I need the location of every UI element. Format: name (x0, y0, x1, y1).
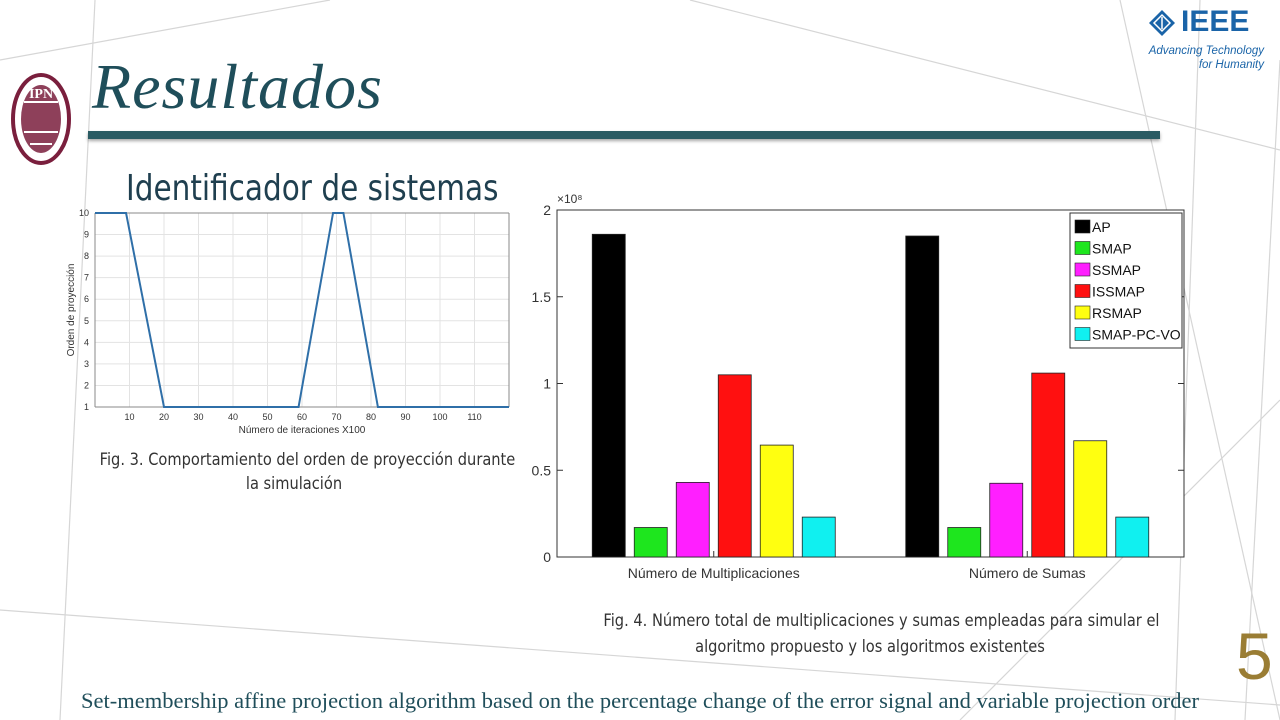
y-tick-label: 3 (84, 359, 89, 369)
x-axis-label: Número de iteraciones X100 (239, 425, 366, 436)
legend-label: SMAP (1092, 241, 1132, 257)
x-tick-label: 110 (467, 412, 481, 422)
legend-swatch (1074, 327, 1091, 341)
figure-3-caption-line1: Fig. 3. Comportamiento del orden de proy… (99, 450, 516, 470)
x-tick-label: 100 (432, 412, 447, 422)
bar-ap (591, 233, 626, 558)
legend-swatch (1074, 284, 1091, 298)
y-tick-label: 10 (79, 208, 89, 218)
bar-smap-pc-vo (801, 516, 836, 558)
figure-3-caption: Fig. 3. Comportamiento del orden de proy… (99, 448, 516, 496)
x-tick-label: 30 (193, 412, 203, 422)
ieee-diamond-icon (1149, 10, 1175, 36)
x-tick-label: 10 (124, 412, 134, 422)
y-tick-label: 9 (84, 230, 89, 240)
legend-swatch (1074, 241, 1091, 255)
bar-rsmap (759, 444, 794, 558)
slide-number: 5 (1236, 619, 1273, 693)
figure-3-caption-line2: la simulación (245, 474, 343, 494)
y-tick-label: 4 (84, 337, 89, 347)
bar-smap-pc-vo (1115, 516, 1150, 558)
y-axis-exponent: ×10⁸ (557, 192, 582, 206)
x-tick-label: 50 (262, 412, 272, 422)
figure-4-caption-line1: Fig. 4. Número total de multiplicaciones… (603, 611, 1160, 631)
legend-label: RSMAP (1092, 305, 1142, 321)
legend-box (1069, 212, 1183, 349)
slide-title: Resultados (92, 51, 383, 122)
y-tick-label: 8 (84, 251, 89, 261)
bar-smap (947, 527, 982, 558)
legend-swatch (1074, 305, 1091, 320)
bar-rsmap (1073, 440, 1108, 558)
ipn-logo-text: IPN (29, 87, 53, 102)
y-tick-label: 2 (543, 202, 551, 218)
ieee-wordmark: IEEE (1181, 5, 1250, 38)
x-tick-label: 40 (228, 412, 238, 422)
ipn-logo: IPN (11, 73, 71, 165)
x-tick-label: 80 (366, 412, 376, 422)
legend-label: SSMAP (1092, 262, 1141, 278)
projection-order-series-line (95, 212, 509, 408)
x-tick-label: Número de Multiplicaciones (628, 565, 800, 581)
y-tick-label: 2 (84, 380, 89, 390)
y-tick-label: 0 (543, 549, 551, 565)
bar-issmap (1031, 372, 1066, 558)
figure-4-caption-line2: algoritmo propuesto y los algoritmos exi… (695, 637, 1045, 657)
y-axis-label: Orden de proyección (66, 264, 77, 357)
ieee-logo: IEEE Advancing Technology for Humanity (1145, 5, 1270, 75)
legend-label: SMAP-PC-VO (1092, 327, 1181, 343)
y-tick-label: 0.5 (532, 462, 552, 478)
ieee-tagline-line1: Advancing Technology (1148, 45, 1264, 57)
y-tick-label: 6 (84, 294, 89, 304)
x-tick-label: 60 (297, 412, 307, 422)
operations-bar-chart: 0 0.5 1 1.5 2 ×10⁸ Número de Multiplicaciones N… (532, 192, 1185, 581)
title-divider (88, 131, 1160, 139)
x-tick-label: 90 (400, 412, 410, 422)
y-tick-label: 1 (84, 402, 89, 412)
bar-issmap (717, 374, 752, 558)
bar-ssmap (989, 482, 1024, 558)
bar-ap (905, 235, 940, 558)
figure-4-caption: Fig. 4. Número total de multiplicaciones… (603, 608, 1160, 660)
bar-smap (633, 527, 668, 558)
y-tick-label: 7 (84, 273, 89, 283)
x-tick-label: 20 (159, 412, 169, 422)
y-tick-label: 1 (543, 376, 551, 392)
section-subtitle: Identificador de sistemas (126, 168, 499, 209)
x-tick-label: Número de Sumas (969, 565, 1086, 581)
ieee-tagline-line2: for Humanity (1198, 59, 1264, 71)
y-tick-label: 1.5 (532, 289, 552, 305)
legend-swatch (1074, 262, 1091, 277)
y-tick-label: 5 (84, 316, 89, 326)
footer-paper-title: Set-membership affine projection algorit… (81, 688, 1199, 713)
legend-swatch (1074, 219, 1091, 234)
x-tick-label: 70 (331, 412, 341, 422)
legend-label: AP (1092, 219, 1111, 235)
legend-label: ISSMAP (1092, 284, 1145, 300)
projection-order-line-chart: 10 20 30 40 50 60 70 80 90 100 110 1 2 3 4 5 6 7 8 9 10 Númer… (66, 208, 510, 436)
bar-ssmap (675, 481, 710, 558)
